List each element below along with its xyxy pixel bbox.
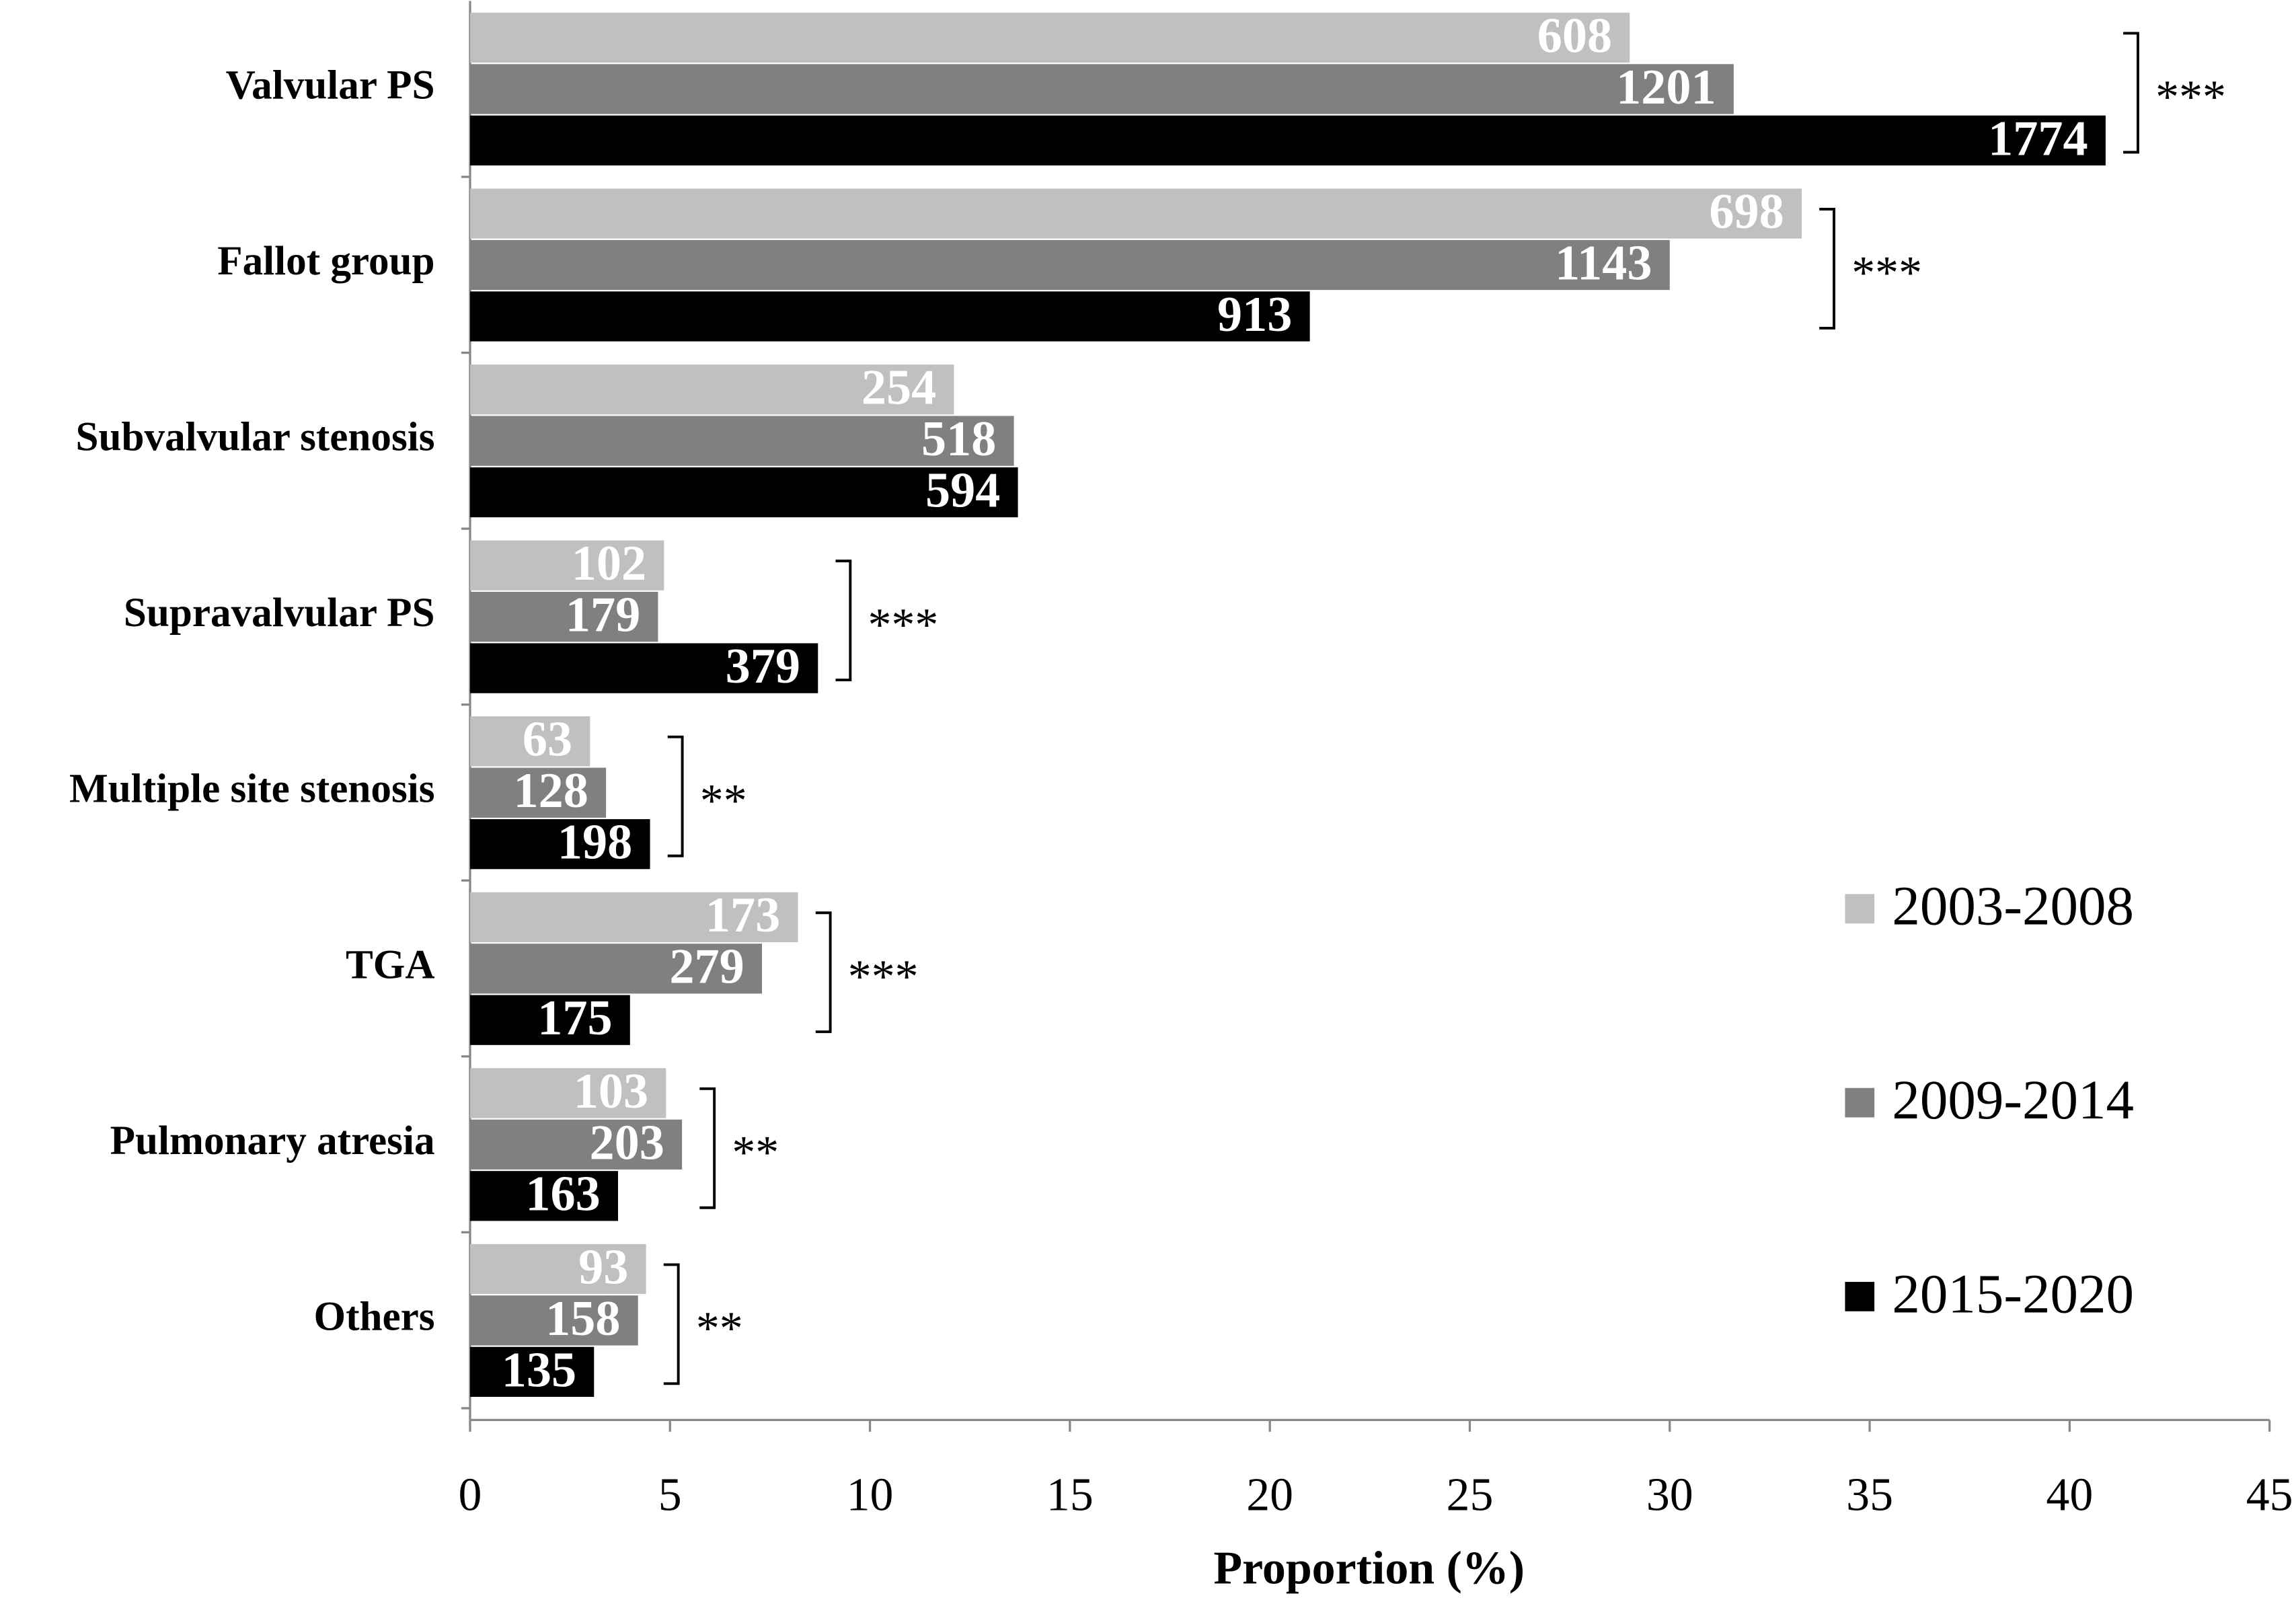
data-label: 102 — [572, 536, 646, 591]
data-label: 173 — [705, 888, 780, 943]
bar — [469, 467, 1018, 518]
legend-label: 2009-2014 — [1892, 1069, 2134, 1131]
bar — [469, 115, 2106, 166]
x-tick-label: 5 — [658, 1469, 682, 1521]
legend-swatch — [1845, 894, 1875, 924]
legend-swatch — [1845, 1087, 1875, 1118]
bar — [469, 239, 1670, 291]
significance-bracket — [815, 911, 832, 1034]
x-tick-label: 20 — [1246, 1469, 1293, 1521]
bar — [469, 819, 650, 870]
bar — [469, 716, 590, 767]
data-label: 179 — [566, 588, 640, 643]
data-label: 1774 — [1988, 111, 2088, 166]
data-label: 518 — [921, 412, 996, 467]
bar — [469, 64, 1734, 114]
x-tick-label: 45 — [2246, 1469, 2293, 1521]
x-tick-label: 30 — [1646, 1469, 1693, 1521]
category-label: Valvular PS — [226, 63, 435, 108]
x-tick-label: 40 — [2046, 1469, 2093, 1521]
data-label: 158 — [545, 1291, 620, 1346]
data-label: 163 — [525, 1167, 600, 1222]
legend-swatch — [1845, 1282, 1875, 1311]
bar — [469, 1119, 683, 1170]
category-label: Supravalvular PS — [124, 590, 435, 636]
data-label: 203 — [590, 1115, 664, 1170]
data-label: 198 — [558, 815, 632, 870]
significance-bracket — [2123, 32, 2139, 154]
bar — [469, 995, 630, 1045]
significance-bracket — [1819, 208, 1836, 330]
bar — [469, 892, 798, 942]
data-label: 128 — [514, 763, 588, 818]
bar — [469, 1346, 595, 1397]
bar — [469, 364, 954, 415]
data-label: 913 — [1217, 287, 1292, 342]
bar — [469, 1295, 638, 1346]
significance-label: ** — [732, 1126, 779, 1178]
data-label: 1143 — [1555, 235, 1652, 291]
category-label: Subvalvular stenosis — [76, 415, 435, 460]
bar — [469, 1244, 646, 1295]
data-label: 103 — [574, 1064, 648, 1119]
bar — [469, 12, 1630, 63]
significance-bracket — [835, 560, 852, 682]
significance-label: ** — [700, 775, 747, 827]
significance-label: *** — [2155, 71, 2226, 123]
category-label: Fallot group — [217, 239, 434, 284]
bar — [469, 592, 658, 642]
bar — [469, 643, 818, 693]
data-label: 594 — [925, 463, 1000, 518]
legend-label: 2003-2008 — [1892, 875, 2134, 937]
legend-label: 2015-2020 — [1892, 1262, 2134, 1324]
category-label: Pulmonary atresia — [110, 1118, 435, 1163]
bar — [469, 188, 1802, 239]
data-label: 175 — [537, 991, 612, 1046]
data-label: 93 — [578, 1239, 628, 1295]
category-label: Multiple site stenosis — [69, 767, 434, 812]
data-label: 279 — [669, 940, 744, 995]
x-tick-label: 0 — [458, 1469, 482, 1521]
data-label: 379 — [726, 639, 800, 694]
data-label: 1201 — [1616, 60, 1716, 115]
bar — [469, 1068, 666, 1118]
x-tick-label: 35 — [1846, 1469, 1893, 1521]
data-label: 135 — [502, 1342, 576, 1398]
bar — [469, 416, 1014, 466]
x-tick-label: 25 — [1447, 1469, 1494, 1521]
significance-label: ** — [696, 1303, 743, 1354]
category-label: Others — [314, 1294, 435, 1339]
significance-label: *** — [1851, 247, 1922, 299]
x-tick-label: 10 — [847, 1469, 894, 1521]
bar — [469, 767, 607, 818]
significance-bracket — [699, 1087, 716, 1209]
significance-bracket — [667, 735, 684, 857]
significance-label: *** — [868, 599, 939, 651]
data-label: 63 — [523, 712, 572, 767]
bar — [469, 540, 664, 590]
bar — [469, 1171, 618, 1221]
data-label: 608 — [1537, 8, 1612, 63]
x-tick-label: 15 — [1046, 1469, 1094, 1521]
data-label: 254 — [862, 360, 936, 416]
bar — [469, 944, 763, 994]
significance-bracket — [663, 1263, 680, 1385]
bar — [469, 291, 1310, 342]
category-label: TGA — [346, 942, 435, 987]
significance-label: *** — [848, 951, 919, 1003]
x-axis-title: Proportion (%) — [1213, 1543, 1525, 1595]
data-label: 698 — [1709, 184, 1784, 239]
